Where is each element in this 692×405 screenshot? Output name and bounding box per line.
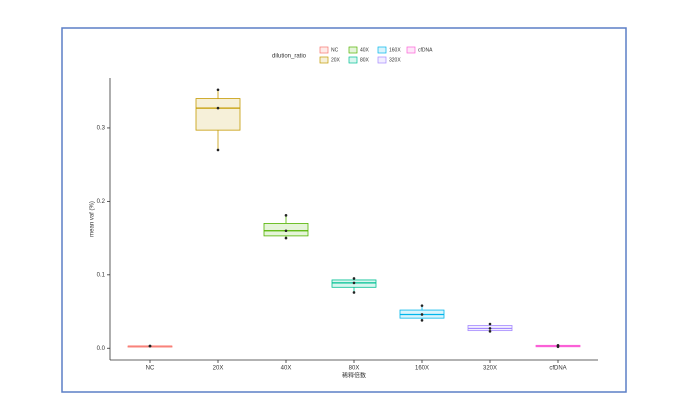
legend-key	[406, 46, 416, 54]
x-tick-label: NC	[146, 366, 155, 372]
point	[284, 214, 288, 217]
y-axis-label: mean vaf (%)	[90, 201, 96, 237]
point	[284, 229, 288, 233]
point	[352, 291, 356, 294]
x-tick-label: 20X	[213, 366, 224, 372]
point	[420, 313, 424, 316]
legend-key	[319, 56, 329, 64]
x-tick-label: 80X	[349, 366, 360, 372]
y-tick-label: 0.2	[97, 199, 106, 205]
point	[420, 304, 424, 307]
point	[216, 148, 220, 152]
legend-label: cfDNA	[418, 47, 433, 53]
y-tick-label: 0.0	[97, 346, 106, 352]
legend-key	[348, 46, 358, 54]
point	[488, 330, 492, 333]
point	[284, 236, 288, 240]
legend-label: 40X	[360, 47, 370, 53]
x-tick-label: 320X	[483, 366, 497, 372]
legend-label: NC	[331, 47, 339, 53]
x-tick-label: 40X	[281, 366, 292, 372]
y-tick-label: 0.3	[97, 126, 106, 132]
point	[556, 344, 560, 347]
point	[352, 281, 356, 285]
x-tick-label: 160X	[415, 366, 429, 372]
point	[216, 106, 220, 110]
legend-label: 160X	[389, 47, 401, 53]
legend-key	[377, 56, 387, 64]
point	[148, 344, 152, 348]
legend-label: 80X	[360, 57, 370, 63]
legend-key	[319, 46, 329, 54]
legend-title: dilution_ratio	[272, 54, 307, 60]
legend-key	[348, 56, 358, 64]
y-tick-label: 0.1	[97, 272, 106, 278]
point	[216, 88, 220, 92]
legend-label: 20X	[331, 57, 341, 63]
box	[195, 98, 241, 131]
frame	[61, 27, 627, 393]
point	[352, 277, 356, 280]
x-axis-label: 稀释倍数	[342, 372, 366, 380]
legend-label: 320X	[389, 57, 401, 63]
point	[420, 319, 424, 322]
point	[488, 322, 492, 326]
point	[488, 327, 492, 330]
legend-key	[377, 46, 387, 54]
x-tick-label: cfDNA	[549, 366, 566, 372]
